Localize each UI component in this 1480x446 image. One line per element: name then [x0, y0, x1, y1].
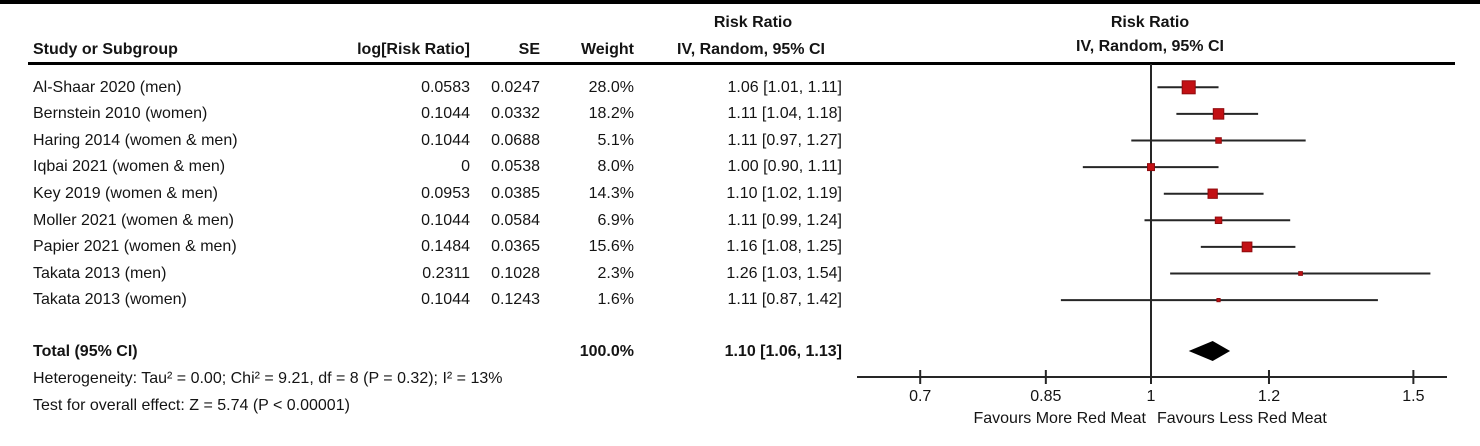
log-risk-ratio-value: 0.2311	[422, 264, 470, 282]
log-risk-ratio-value: 0.1044	[421, 105, 470, 123]
axis-tick-label: 1	[1146, 388, 1156, 405]
se-value: 0.0365	[491, 238, 540, 256]
total-weight: 100.0%	[579, 342, 634, 360]
axis-tick-label: 1.5	[1402, 388, 1425, 405]
figure-top-border	[0, 0, 1480, 4]
axis-tick-label: 0.85	[1030, 388, 1062, 405]
table-row: Takata 2013 (women) 0.1044 0.1243 1.6% 1…	[0, 287, 862, 314]
table-row: Iqbai 2021 (women & men) 0 0.0538 8.0% 1…	[0, 154, 862, 181]
study-name: Al-Shaar 2020 (men)	[33, 78, 182, 96]
effect-square	[1214, 216, 1223, 225]
weight-value: 5.1%	[597, 131, 634, 149]
se-value: 0.1028	[491, 264, 540, 282]
table-row: Takata 2013 (men) 0.2311 0.1028 2.3% 1.2…	[0, 260, 862, 287]
column-header-log-rr: log[Risk Ratio]	[357, 40, 470, 58]
total-ci-value: 1.10 [1.06, 1.13]	[724, 342, 842, 360]
effect-square	[1147, 163, 1155, 172]
log-risk-ratio-value: 0.1044	[421, 211, 470, 229]
weight-value: 18.2%	[588, 105, 634, 123]
header-rule	[28, 62, 1455, 65]
effect-square	[1241, 241, 1253, 253]
weight-value: 8.0%	[597, 158, 634, 176]
se-value: 0.0538	[491, 158, 540, 176]
weight-value: 15.6%	[588, 238, 634, 256]
effect-square	[1181, 80, 1196, 95]
study-name: Key 2019 (women & men)	[33, 184, 218, 202]
total-row: Total (95% CI) 100.0% 1.10 [1.06, 1.13]	[0, 338, 862, 365]
table-header-row: Study or Subgroup log[Risk Ratio] SE Wei…	[0, 36, 862, 63]
weight-value: 6.9%	[597, 211, 634, 229]
table-row: Moller 2021 (women & men) 0.1044 0.0584 …	[0, 207, 862, 234]
log-risk-ratio-value: 0	[461, 158, 470, 176]
table-row: Al-Shaar 2020 (men) 0.0583 0.0247 28.0% …	[0, 74, 862, 101]
table-row: Haring 2014 (women & men) 0.1044 0.0688 …	[0, 127, 862, 154]
plot-header-line2: IV, Random, 95% CI	[1076, 38, 1224, 55]
se-value: 0.0584	[491, 211, 540, 229]
study-name: Bernstein 2010 (women)	[33, 105, 208, 123]
se-value: 0.0688	[491, 131, 540, 149]
log-risk-ratio-value: 0.1044	[421, 131, 470, 149]
weight-value: 1.6%	[597, 291, 634, 309]
effect-square	[1216, 298, 1221, 303]
column-header-weight: Weight	[580, 40, 634, 58]
weight-value: 14.3%	[588, 184, 634, 202]
risk-ratio-ci-value: 1.00 [0.90, 1.11]	[727, 158, 842, 176]
log-risk-ratio-value: 0.0953	[421, 184, 470, 202]
weight-value: 2.3%	[597, 264, 634, 282]
risk-ratio-ci-value: 1.11 [1.04, 1.18]	[727, 105, 842, 123]
se-value: 0.0385	[491, 184, 540, 202]
column-header-study: Study or Subgroup	[33, 40, 178, 58]
weight-value: 28.0%	[588, 78, 634, 96]
plot-header-line1: Risk Ratio	[1110, 14, 1190, 31]
se-value: 0.0332	[491, 105, 540, 123]
heterogeneity-stats: Heterogeneity: Tau² = 0.00; Chi² = 9.21,…	[33, 370, 503, 387]
study-name: Haring 2014 (women & men)	[33, 131, 238, 149]
table-row: Papier 2021 (women & men) 0.1484 0.0365 …	[0, 234, 862, 261]
column-header-ci: IV, Random, 95% CI	[677, 40, 825, 58]
study-name: Moller 2021 (women & men)	[33, 211, 234, 229]
summary-diamond	[1188, 341, 1231, 361]
effect-square	[1215, 137, 1222, 144]
risk-ratio-ci-value: 1.11 [0.99, 1.24]	[727, 211, 842, 229]
se-value: 0.0247	[491, 78, 540, 96]
table-row: Bernstein 2010 (women) 0.1044 0.0332 18.…	[0, 101, 862, 128]
table-row: Key 2019 (women & men) 0.0953 0.0385 14.…	[0, 180, 862, 207]
study-name: Takata 2013 (women)	[33, 291, 187, 309]
risk-ratio-ci-value: 1.16 [1.08, 1.25]	[726, 238, 842, 256]
risk-ratio-ci-value: 1.11 [0.97, 1.27]	[727, 131, 842, 149]
axis-tick-label: 1.2	[1257, 388, 1281, 405]
study-name: Takata 2013 (men)	[33, 264, 167, 282]
study-name: Iqbai 2021 (women & men)	[33, 158, 226, 176]
column-header-se: SE	[518, 40, 540, 58]
favours-left-label: Favours More Red Meat	[973, 410, 1146, 427]
log-risk-ratio-value: 0.0583	[421, 78, 470, 96]
favours-right-label: Favours Less Red Meat	[1157, 410, 1327, 427]
total-label: Total (95% CI)	[33, 342, 138, 360]
effect-square	[1212, 108, 1225, 120]
log-risk-ratio-value: 0.1484	[421, 238, 470, 256]
risk-ratio-ci-value: 1.06 [1.01, 1.11]	[727, 78, 842, 96]
risk-ratio-ci-value: 1.10 [1.02, 1.19]	[726, 184, 842, 202]
effect-square	[1298, 271, 1303, 276]
axis-tick-label: 0.7	[909, 388, 932, 405]
se-value: 0.1243	[491, 291, 540, 309]
ci-column-header-line1: Risk Ratio	[713, 14, 793, 31]
effect-square	[1207, 188, 1218, 199]
log-risk-ratio-value: 0.1044	[421, 291, 470, 309]
overall-effect-test: Test for overall effect: Z = 5.74 (P < 0…	[33, 397, 350, 414]
risk-ratio-ci-value: 1.26 [1.03, 1.54]	[726, 264, 842, 282]
risk-ratio-ci-value: 1.11 [0.87, 1.42]	[727, 291, 842, 309]
study-name: Papier 2021 (women & men)	[33, 238, 237, 256]
